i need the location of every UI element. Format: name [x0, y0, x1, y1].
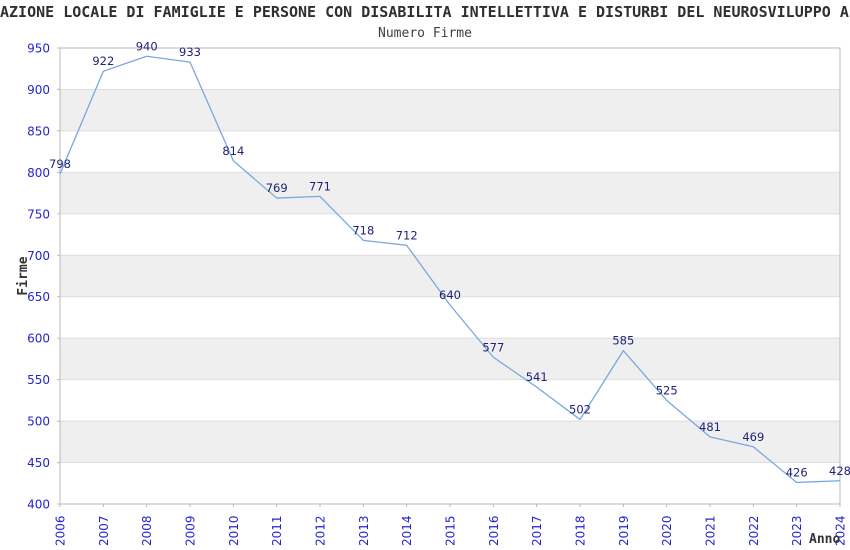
x-tick-label: 2019: [617, 515, 631, 546]
point-label: 940: [136, 39, 158, 53]
y-tick-label: 650: [27, 290, 50, 304]
x-tick-label: 2013: [357, 515, 371, 546]
point-label: 640: [439, 288, 461, 302]
x-tick-label: 2008: [140, 515, 154, 546]
chart-subtitle: Numero Firme: [378, 26, 472, 41]
point-label: 585: [612, 334, 634, 348]
point-label: 428: [829, 464, 850, 478]
point-label: 771: [309, 179, 331, 193]
y-tick-label: 800: [27, 166, 50, 180]
y-tick-label: 400: [27, 498, 50, 512]
x-tick-label: 2006: [54, 515, 68, 546]
data-line: [59, 55, 841, 484]
y-tick-label: 600: [27, 332, 50, 346]
point-label: 541: [526, 370, 548, 384]
y-tick-label: 700: [27, 249, 50, 263]
point-label: 481: [699, 420, 721, 434]
point-label: 814: [222, 144, 244, 158]
y-tick-label: 900: [27, 83, 50, 97]
x-tick-label: 2016: [487, 515, 501, 546]
x-tick-label: 2010: [227, 515, 241, 546]
x-tick-label: 2020: [660, 515, 674, 546]
y-tick-label: 750: [27, 207, 50, 221]
point-label: 798: [49, 157, 71, 171]
grid-band: [60, 172, 840, 214]
point-label: 426: [786, 465, 808, 479]
x-tick-label: 2014: [400, 515, 414, 546]
point-label: 502: [569, 402, 591, 416]
y-tick-label: 950: [27, 42, 50, 56]
point-label: 933: [179, 45, 201, 59]
point-label: 712: [396, 228, 418, 242]
x-tick-label: 2011: [270, 515, 284, 546]
x-tick-label: 2023: [790, 515, 804, 546]
point-label: 922: [92, 54, 114, 68]
chart-title: AZIONE LOCALE DI FAMIGLIE E PERSONE CON …: [0, 3, 850, 21]
grid-band: [60, 338, 840, 380]
y-tick-label: 500: [27, 415, 50, 429]
grid-band: [60, 421, 840, 463]
y-tick-label: 850: [27, 124, 50, 138]
point-label: 469: [742, 430, 764, 444]
y-tick-label: 450: [27, 456, 50, 470]
point-label: 718: [352, 223, 374, 237]
x-tick-label: 2022: [747, 515, 761, 546]
x-tick-label: 2017: [530, 515, 544, 546]
x-tick-label: 2024: [834, 515, 848, 546]
point-label: 769: [266, 181, 288, 195]
y-axis-title: Firme: [16, 256, 31, 295]
x-tick-label: 2021: [704, 515, 718, 546]
x-axis-title: Anno: [809, 532, 840, 547]
point-label: 577: [482, 340, 504, 354]
point-label: 525: [656, 383, 678, 397]
grid-band: [60, 89, 840, 131]
x-tick-label: 2007: [97, 515, 111, 546]
x-tick-label: 2018: [574, 515, 588, 546]
x-tick-label: 2009: [184, 515, 198, 546]
x-tick-label: 2015: [444, 515, 458, 546]
y-tick-label: 550: [27, 373, 50, 387]
grid-band: [60, 255, 840, 297]
x-tick-label: 2012: [314, 515, 328, 546]
